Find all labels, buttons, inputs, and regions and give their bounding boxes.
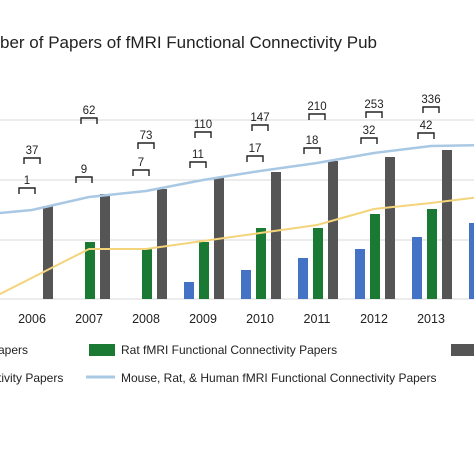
annotation-bracket: [137, 142, 155, 149]
x-tick-label: 2011: [304, 312, 331, 326]
bar-rat: [256, 228, 266, 299]
annotation-bracket: [308, 113, 326, 120]
annotation-bracket: [360, 137, 378, 144]
annotation-total: 37: [26, 145, 39, 157]
bar-blue: [412, 237, 422, 299]
bar-rat: [370, 214, 380, 299]
bar-blue: [469, 223, 474, 299]
annotation-rat: 1: [24, 175, 30, 187]
annotation-bracket: [189, 161, 207, 168]
bar-rat: [427, 209, 437, 299]
bar-rat: [313, 228, 323, 299]
annotation-rat: 42: [420, 120, 433, 132]
legend-label-partial-1: apers: [0, 343, 28, 357]
annotation-rat: 32: [363, 125, 376, 137]
bar-gray: [271, 172, 281, 299]
legend-label-partial-2: tivity Papers: [0, 371, 63, 385]
legend: apers Rat fMRI Functional Connectivity P…: [0, 343, 474, 385]
annotation-total: 110: [194, 119, 212, 131]
annotation-bracket: [417, 132, 435, 139]
annotation-total: 62: [83, 105, 96, 117]
bar-gray: [328, 161, 338, 299]
annotation-bracket: [365, 111, 383, 118]
lines: [0, 143, 474, 296]
line-mouse-rat-human: [0, 143, 474, 215]
annotation-bracket: [23, 157, 41, 164]
x-tick-label: 2013: [417, 312, 445, 326]
annotation-total: 147: [250, 112, 269, 124]
bar-blue: [184, 282, 194, 299]
bar-rat: [85, 242, 95, 299]
annotation-rat: 7: [138, 157, 144, 169]
x-tick-label: 2008: [132, 312, 160, 326]
annotation-bracket: [75, 176, 93, 183]
x-tick-label: 2010: [246, 312, 274, 326]
annotation-bracket: [194, 131, 212, 138]
bar-gray: [442, 150, 452, 299]
annotation-total: 210: [307, 101, 326, 113]
annotation-rat: 11: [192, 149, 204, 161]
annotation-bracket: [251, 124, 269, 131]
legend-label-mouse-rat-human: Mouse, Rat, & Human fMRI Functional Conn…: [121, 371, 436, 385]
legend-swatch-gray: [451, 344, 474, 356]
annotation-rat: 17: [249, 143, 262, 155]
bar-rat: [199, 242, 209, 299]
bar-blue: [241, 270, 251, 299]
bar-gray: [157, 189, 167, 299]
annotation-bracket: [303, 147, 321, 154]
legend-swatch-rat: [89, 344, 115, 356]
x-tick-label: 2009: [189, 312, 217, 326]
chart-title: ber of Papers of fMRI Functional Connect…: [0, 33, 377, 52]
x-tick-label: 2012: [360, 312, 388, 326]
x-tick-label: 2007: [75, 312, 103, 326]
grid-lines: [0, 119, 474, 300]
annotation-rat: 18: [306, 135, 319, 147]
bar-gray: [43, 206, 53, 299]
x-axis-ticks: 200620072008200920102011201220132: [18, 312, 445, 326]
annotation-total: 336: [421, 94, 440, 106]
bar-gray: [100, 194, 110, 299]
annotation-rat: 9: [81, 164, 87, 176]
legend-label-rat: Rat fMRI Functional Connectivity Papers: [121, 343, 337, 357]
annotation-bracket: [246, 155, 264, 162]
bar-blue: [355, 249, 365, 299]
annotation-bracket: [18, 187, 36, 194]
line-yellow: [0, 196, 474, 296]
x-tick-label: 2006: [18, 312, 46, 326]
bar-gray: [385, 157, 395, 299]
annotation-bracket: [132, 169, 150, 176]
annotations: 37 62 73 110 147 210 253 336 1 9 7 11 17 18 32 42: [18, 94, 441, 194]
annotation-total: 253: [364, 99, 383, 111]
annotation-total: 73: [140, 130, 153, 142]
bar-rat: [142, 249, 152, 299]
annotation-bracket: [422, 106, 440, 113]
annotation-bracket: [80, 117, 98, 124]
bar-blue: [298, 258, 308, 299]
